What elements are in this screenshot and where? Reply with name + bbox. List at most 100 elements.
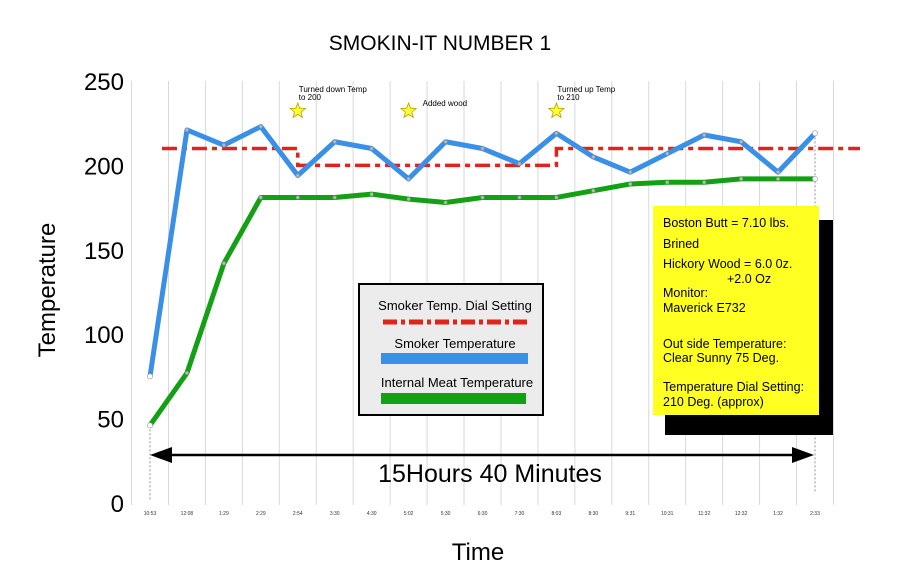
x-axis-ticks: 10:53 12:08 1:29 2:29 2:54 3:30 4:30 5:02 5:30 6:…	[144, 511, 820, 517]
info-line: Temperature Dial Setting:	[663, 380, 804, 394]
data-point	[554, 195, 559, 200]
duration-arrow-right-head	[792, 447, 814, 463]
data-point	[812, 130, 818, 137]
x-tick-label: 9:31	[625, 511, 635, 517]
data-point	[147, 373, 153, 380]
info-line: Monitor:	[663, 286, 708, 300]
x-tick-label: 7:30	[515, 511, 525, 517]
y-tick-label: 100	[84, 322, 124, 349]
x-axis-title: Time	[452, 539, 504, 566]
data-point	[776, 177, 780, 181]
data-point	[443, 200, 448, 205]
legend-label-meat: Internal Meat Temperature	[381, 375, 533, 390]
y-axis-ticks: 0 50 100 150 200 250	[84, 69, 124, 518]
x-tick-label: 1:32	[773, 511, 783, 517]
star-icon	[547, 101, 566, 119]
legend-swatch-meat	[381, 393, 526, 404]
chart-title: SMOKIN-IT NUMBER 1	[329, 32, 551, 55]
x-tick-label: 5:02	[404, 511, 414, 517]
data-point	[332, 195, 337, 200]
x-tick-label: 12:32	[735, 511, 748, 517]
data-point	[221, 143, 226, 148]
info-line: Out side Temperature:	[663, 337, 786, 351]
data-point	[702, 133, 707, 137]
data-point	[517, 195, 522, 200]
info-line: Boston Butt = 7.10 lbs.	[663, 216, 789, 230]
legend-swatch-smoker	[381, 353, 528, 364]
x-tick-label: 12:08	[181, 511, 194, 517]
info-line: Clear Sunny 75 Deg.	[663, 351, 779, 365]
data-point	[665, 180, 670, 185]
data-point	[295, 173, 300, 178]
data-point	[591, 155, 596, 159]
x-tick-label: 2:33	[810, 511, 820, 517]
x-tick-label: 10:31	[661, 511, 674, 517]
y-tick-label: 200	[84, 153, 124, 180]
duration-indicator: 15Hours 40 Minutes	[150, 447, 814, 488]
y-tick-label: 150	[84, 238, 124, 265]
x-tick-label: 8:30	[588, 511, 598, 517]
x-tick-label: 5:30	[441, 511, 451, 517]
annotation-text: Turned up Temp	[557, 85, 615, 94]
info-line: Brined	[663, 237, 699, 251]
annotation-text: to 200	[299, 93, 322, 102]
legend-label-dial: Smoker Temp. Dial Setting	[378, 298, 532, 313]
legend: Smoker Temp. Dial Setting Smoker Tempera…	[358, 283, 544, 416]
data-point	[628, 182, 633, 186]
y-tick-label: 250	[84, 69, 124, 96]
data-point	[628, 170, 633, 175]
data-point	[480, 195, 485, 200]
x-tick-label: 8:03	[552, 511, 562, 517]
data-point	[295, 195, 300, 200]
data-point	[221, 261, 226, 266]
duration-label: 15Hours 40 Minutes	[378, 460, 602, 488]
annotation-text: Added wood	[423, 99, 467, 108]
y-axis-title: Temperature	[34, 223, 61, 358]
data-point	[258, 195, 263, 200]
info-line: Maverick E732	[663, 301, 746, 315]
data-point	[258, 124, 263, 129]
info-box: Boston Butt = 7.10 lbs. Brined Hickory W…	[653, 206, 833, 435]
series-dial-setting-line	[161, 146, 860, 168]
annotation-text: to 210	[557, 93, 580, 102]
data-point	[591, 188, 596, 193]
x-tick-label: 6:30	[478, 511, 488, 517]
y-tick-label: 0	[111, 491, 124, 518]
data-point	[332, 139, 337, 144]
data-point	[185, 128, 189, 132]
data-point	[702, 180, 707, 185]
data-point	[406, 197, 411, 202]
info-box-panel	[653, 206, 819, 415]
x-tick-label: 3:30	[330, 511, 340, 517]
data-point	[369, 192, 374, 196]
annotation-text: Turned down Temp	[299, 85, 368, 94]
x-tick-label: 2:29	[256, 511, 266, 517]
data-point	[739, 139, 744, 144]
info-line: +2.0 Oz	[727, 272, 771, 286]
x-tick-label: 4:30	[367, 511, 377, 517]
data-point	[147, 422, 153, 429]
star-icon	[399, 101, 418, 119]
data-point	[406, 177, 411, 181]
data-point	[480, 146, 485, 151]
data-point	[185, 371, 189, 375]
data-point	[369, 146, 374, 151]
x-tick-label: 11:32	[698, 511, 710, 517]
data-point	[812, 176, 818, 182]
x-tick-label: 2:54	[293, 511, 303, 517]
duration-arrow-left-head	[150, 447, 172, 463]
series-lines	[147, 124, 860, 429]
data-point	[739, 177, 744, 181]
data-point	[665, 151, 670, 156]
data-point	[517, 161, 522, 166]
x-tick-label: 10:53	[144, 511, 157, 517]
legend-label-smoker: Smoker Temperature	[394, 336, 515, 351]
star-icon	[289, 101, 307, 119]
data-point	[554, 131, 559, 136]
data-point	[443, 139, 448, 144]
y-tick-label: 50	[97, 407, 124, 434]
x-tick-label: 1:29	[219, 511, 229, 517]
info-line: Hickory Wood = 6.0 0z.	[663, 257, 792, 271]
